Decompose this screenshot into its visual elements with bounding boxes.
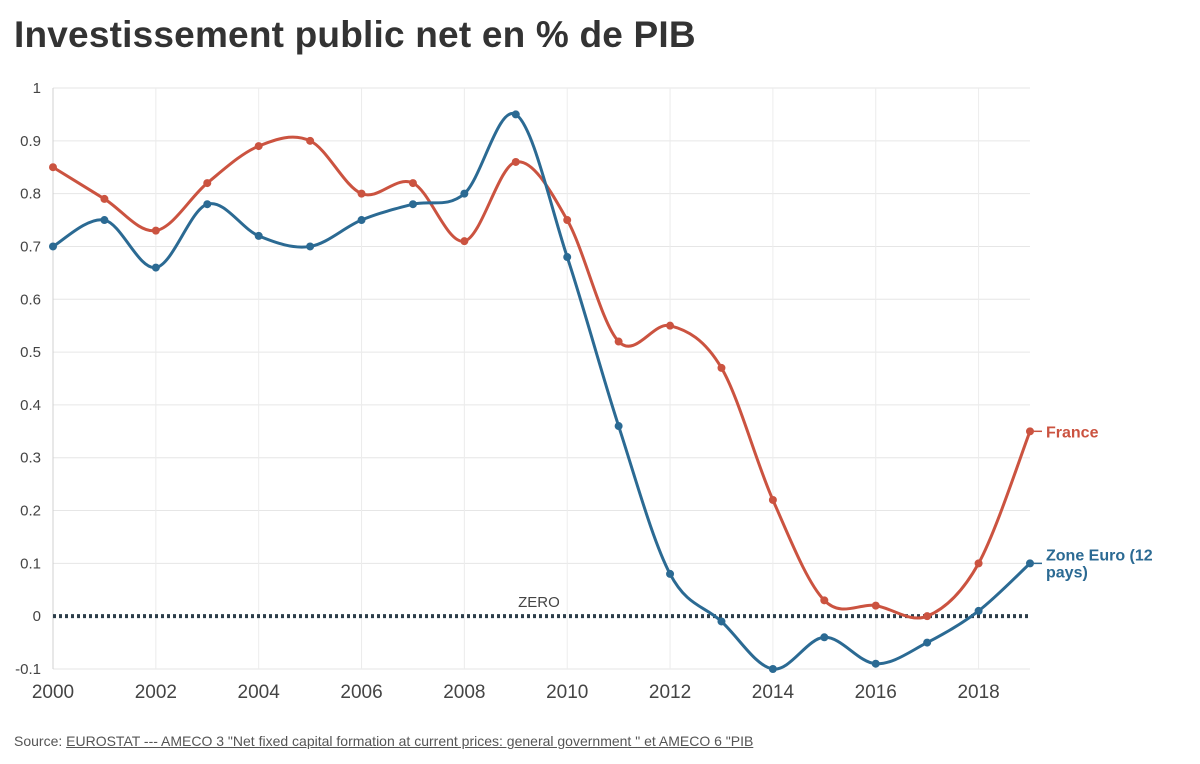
zone-euro-point bbox=[203, 200, 212, 209]
france-point bbox=[974, 559, 983, 568]
y-tick-label: 0.2 bbox=[20, 503, 41, 520]
x-tick-label: 2010 bbox=[546, 682, 588, 703]
zone-euro-label: pays) bbox=[1046, 564, 1088, 581]
y-tick-label: 0.4 bbox=[20, 397, 41, 414]
y-tick-label: 1 bbox=[33, 80, 41, 97]
series-lines bbox=[49, 110, 1034, 673]
france-label: France bbox=[1046, 424, 1099, 441]
x-tick-label: 2000 bbox=[32, 682, 74, 703]
zone-euro-point bbox=[357, 216, 366, 225]
zone-euro-point bbox=[717, 617, 726, 626]
zone-euro-point bbox=[820, 633, 829, 642]
y-tick-label: 0.6 bbox=[20, 291, 41, 308]
france-point bbox=[871, 601, 880, 610]
source-note: Source: EUROSTAT --- AMECO 3 "Net fixed … bbox=[14, 733, 753, 749]
chart-title: Investissement public net en % de PIB bbox=[14, 14, 696, 55]
france-point bbox=[254, 142, 263, 151]
zone-euro-point bbox=[306, 242, 315, 251]
zone-euro-point bbox=[563, 253, 572, 262]
y-tick-label: 0 bbox=[33, 608, 41, 625]
france-point bbox=[460, 237, 469, 246]
zone-euro-point bbox=[923, 638, 932, 647]
france-point bbox=[923, 612, 932, 621]
zone-euro-point bbox=[151, 263, 160, 272]
zone-euro-point bbox=[511, 110, 520, 119]
zone-euro-point bbox=[871, 659, 880, 668]
zone-euro-point bbox=[768, 665, 777, 673]
zone-euro-point bbox=[254, 231, 263, 240]
france-point bbox=[563, 216, 572, 225]
x-tick-label: 2008 bbox=[443, 682, 485, 703]
y-tick-label: 0.9 bbox=[20, 133, 41, 150]
zone-euro-point bbox=[408, 200, 417, 209]
zone-euro-point bbox=[1026, 559, 1034, 568]
x-tick-label: 2002 bbox=[135, 682, 177, 703]
y-tick-label: 0.7 bbox=[20, 238, 41, 255]
zone-euro-point bbox=[100, 216, 109, 225]
x-axis: 2000 2002 2004 2006 2008 2010 2012 2014 2016 2018 bbox=[32, 682, 1000, 703]
france-point bbox=[408, 179, 417, 188]
y-tick-label: -0.1 bbox=[15, 661, 41, 678]
france-point bbox=[666, 321, 675, 330]
zone-euro-point bbox=[974, 606, 983, 615]
x-tick-label: 2014 bbox=[752, 682, 795, 703]
france-point bbox=[357, 189, 366, 198]
x-tick-label: 2004 bbox=[238, 682, 281, 703]
zone-euro-line bbox=[52, 112, 1032, 671]
y-axis: 1 0.9 0.8 0.7 0.6 0.5 0.4 0.3 0.2 0.1 0 -0.1 bbox=[15, 80, 54, 678]
x-tick-label: 2012 bbox=[649, 682, 691, 703]
zone-euro-point bbox=[49, 242, 57, 251]
y-tick-label: 0.3 bbox=[20, 450, 41, 467]
france-point bbox=[820, 596, 829, 605]
france-point bbox=[768, 495, 777, 504]
france-point bbox=[151, 226, 160, 235]
zero-reference: ZERO bbox=[53, 594, 1030, 619]
source-link[interactable]: EUROSTAT --- AMECO 3 "Net fixed capital … bbox=[66, 733, 754, 749]
france-point bbox=[203, 179, 212, 188]
zone-euro-point bbox=[666, 569, 675, 578]
france-point bbox=[614, 337, 623, 346]
x-tick-label: 2016 bbox=[855, 682, 897, 703]
france-point bbox=[1026, 427, 1034, 436]
france-point bbox=[49, 163, 57, 172]
x-tick-label: 2006 bbox=[340, 682, 382, 703]
source-prefix: Source: bbox=[14, 733, 67, 749]
zone-euro-label: Zone Euro (12 bbox=[1046, 547, 1153, 564]
grid-lines bbox=[52, 87, 1030, 670]
y-tick-label: 0.1 bbox=[20, 555, 41, 572]
zone-euro-point bbox=[460, 189, 469, 198]
y-tick-label: 0.8 bbox=[20, 186, 41, 203]
y-tick-label: 0.5 bbox=[20, 344, 41, 361]
zone-euro-point bbox=[614, 422, 623, 431]
x-tick-label: 2018 bbox=[957, 682, 999, 703]
france-point bbox=[511, 157, 520, 166]
zero-label: ZERO bbox=[518, 594, 560, 611]
france-point bbox=[100, 194, 109, 203]
france-point bbox=[717, 363, 726, 372]
france-point bbox=[306, 136, 315, 145]
